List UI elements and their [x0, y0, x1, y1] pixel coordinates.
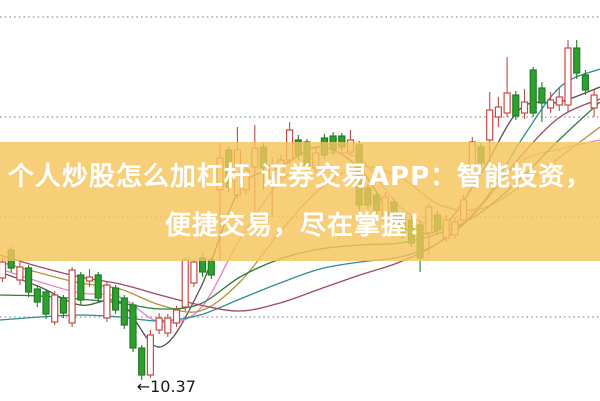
promo-banner: 个人炒股怎么加杠杆 证券交易APP：智能投资， 便捷交易，尽在掌握！: [0, 142, 600, 261]
promo-banner-line2: 便捷交易，尽在掌握！: [164, 210, 435, 241]
promo-banner-line1: 个人炒股怎么加杠杆 证券交易APP：智能投资，: [7, 161, 593, 192]
low-price-label: ←10.37: [137, 377, 196, 396]
